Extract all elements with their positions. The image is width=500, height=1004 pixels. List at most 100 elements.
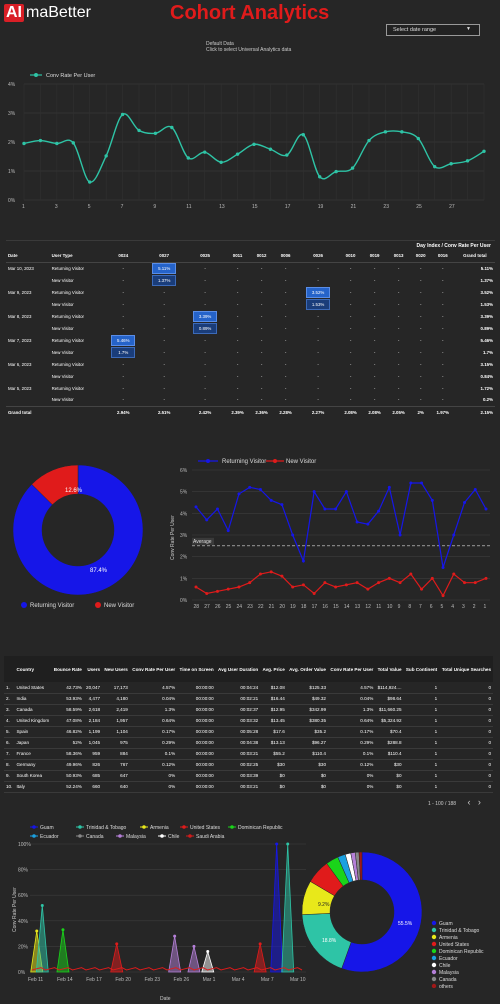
column-header[interactable]: 0006 (280, 253, 291, 259)
data-point[interactable] (377, 581, 381, 585)
data-point[interactable] (430, 498, 434, 502)
data-point[interactable] (40, 903, 44, 907)
data-point[interactable] (367, 138, 371, 143)
data-point[interactable] (258, 572, 262, 576)
data-point[interactable] (482, 149, 486, 153)
column-header[interactable]: New Users (104, 666, 128, 672)
data-point[interactable] (398, 581, 402, 585)
column-header[interactable]: Avg User Duration (218, 666, 259, 672)
data-point[interactable] (366, 587, 370, 591)
column-header[interactable]: 0027 (159, 253, 170, 259)
data-point[interactable] (377, 509, 381, 513)
data-point[interactable] (433, 164, 437, 169)
data-point[interactable] (286, 842, 290, 846)
data-point[interactable] (420, 481, 424, 485)
data-point[interactable] (463, 581, 467, 585)
data-point[interactable] (120, 112, 125, 117)
column-header[interactable]: Total Unique Searches (441, 666, 491, 672)
data-point[interactable] (235, 152, 240, 156)
column-header[interactable]: Users (87, 666, 101, 672)
data-point[interactable] (104, 154, 108, 158)
data-point[interactable] (323, 507, 327, 511)
data-point[interactable] (285, 153, 289, 157)
data-point[interactable] (291, 533, 295, 537)
pie-slice[interactable] (31, 464, 79, 506)
column-header[interactable]: 0020 (415, 253, 426, 259)
data-point[interactable] (465, 159, 470, 163)
data-point[interactable] (205, 518, 209, 522)
data-point[interactable] (35, 929, 39, 933)
data-point[interactable] (192, 944, 196, 948)
data-point[interactable] (137, 128, 141, 133)
data-point[interactable] (269, 498, 273, 502)
data-point[interactable] (344, 490, 348, 494)
data-point[interactable] (280, 503, 284, 507)
data-point[interactable] (301, 583, 305, 587)
column-header[interactable]: 0013 (393, 253, 404, 259)
data-point[interactable] (383, 130, 388, 134)
column-header[interactable]: Total Value (377, 666, 402, 672)
column-header[interactable]: User Type (51, 253, 73, 259)
data-point[interactable] (115, 942, 119, 946)
data-point[interactable] (22, 141, 26, 146)
date-range-selector[interactable]: Select date range ▼ (386, 24, 480, 36)
data-point[interactable] (206, 950, 210, 954)
data-point[interactable] (153, 131, 158, 135)
data-point[interactable] (441, 566, 445, 569)
data-point[interactable] (203, 150, 207, 154)
column-header[interactable]: Conv Rate Per User (132, 666, 176, 672)
data-point[interactable] (186, 156, 190, 160)
data-point[interactable] (301, 133, 305, 137)
data-point[interactable] (473, 488, 477, 491)
data-point[interactable] (275, 842, 279, 846)
data-point[interactable] (409, 481, 413, 485)
data-point[interactable] (452, 533, 456, 537)
data-point[interactable] (355, 520, 359, 524)
data-point[interactable] (420, 587, 424, 591)
data-point[interactable] (398, 533, 402, 537)
column-header[interactable]: 0010 (345, 253, 356, 259)
data-source-selector[interactable]: Default Data Click to select Universal A… (180, 38, 336, 60)
column-header[interactable]: 0016 (437, 253, 448, 259)
pie-slice[interactable] (358, 851, 363, 881)
data-point[interactable] (430, 576, 434, 580)
data-point[interactable] (237, 492, 241, 496)
data-point[interactable] (301, 559, 305, 563)
data-point[interactable] (323, 581, 327, 585)
data-point[interactable] (55, 141, 59, 146)
data-point[interactable] (334, 585, 338, 589)
data-point[interactable] (473, 581, 477, 585)
pie-slice[interactable] (12, 464, 144, 596)
data-point[interactable] (88, 180, 92, 184)
data-point[interactable] (484, 576, 488, 580)
data-point[interactable] (219, 160, 223, 164)
column-header[interactable]: Country (16, 666, 35, 672)
column-header[interactable]: Time on Screen (179, 666, 214, 672)
column-header[interactable]: Sub Continent (405, 666, 438, 672)
prev-page-button[interactable]: ‹ (467, 797, 471, 807)
data-point[interactable] (248, 485, 252, 489)
data-point[interactable] (350, 166, 355, 170)
column-header[interactable]: Avg. Order Value (289, 666, 326, 672)
column-header[interactable]: Bounce Rate (53, 666, 82, 672)
data-point[interactable] (173, 934, 177, 938)
column-header[interactable]: Date (8, 253, 18, 259)
data-point[interactable] (258, 942, 262, 946)
data-point[interactable] (194, 585, 198, 589)
data-point[interactable] (463, 501, 467, 504)
data-point[interactable] (38, 138, 43, 143)
data-point[interactable] (248, 581, 252, 585)
column-header[interactable]: 0026 (313, 253, 323, 259)
data-point[interactable] (312, 490, 316, 494)
data-point[interactable] (258, 488, 262, 491)
data-point[interactable] (205, 592, 209, 595)
data-point[interactable] (441, 594, 445, 598)
data-point[interactable] (268, 147, 273, 151)
data-point[interactable] (226, 529, 230, 533)
data-point[interactable] (269, 570, 273, 574)
next-page-button[interactable]: › (477, 797, 481, 807)
data-point[interactable] (194, 505, 198, 509)
data-point[interactable] (400, 130, 404, 134)
column-header[interactable]: 0024 (118, 253, 129, 259)
data-point[interactable] (318, 175, 322, 179)
